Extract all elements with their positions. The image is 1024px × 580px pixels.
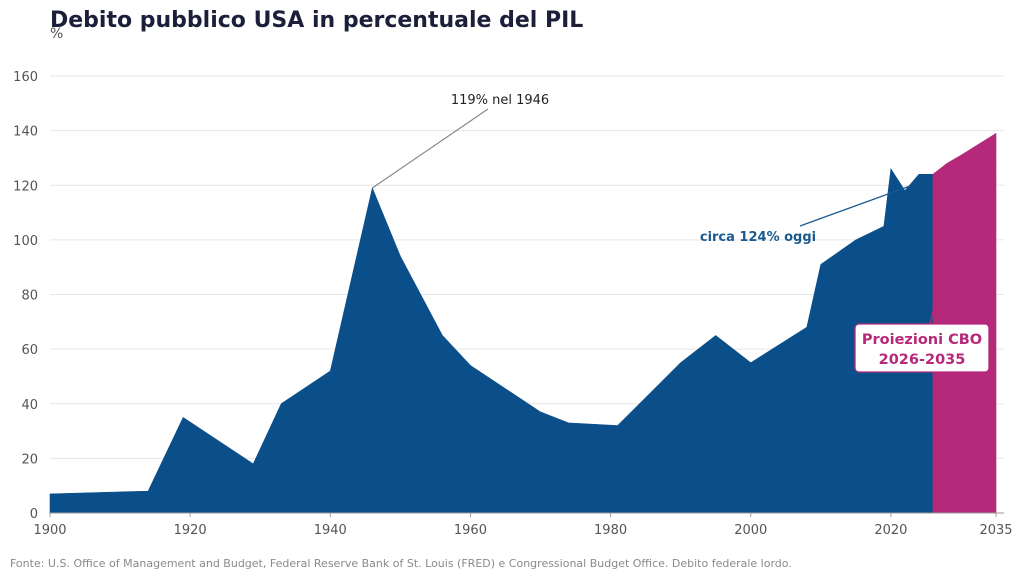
- x-tick-label: 1980: [594, 523, 627, 538]
- annotation-box-projection: [854, 323, 990, 373]
- projection-area: [932, 132, 997, 514]
- annotations: 119% nel 1946 circa 124% oggi Proiezioni C…: [372, 93, 990, 373]
- annotation-leader-1946: [372, 108, 489, 189]
- y-tick-label: 120: [13, 179, 38, 194]
- y-tick-label: 60: [21, 343, 38, 358]
- x-tick-label: 2035: [979, 523, 1012, 538]
- source-note: Fonte: U.S. Office of Management and Bud…: [10, 557, 792, 570]
- x-tick-label: 1960: [454, 523, 487, 538]
- annotation-1946: 119% nel 1946: [451, 93, 549, 108]
- y-tick-label: 40: [21, 398, 38, 413]
- historical-area: [49, 168, 934, 514]
- y-tick-label: 100: [13, 234, 38, 249]
- y-tick-label: 80: [21, 289, 38, 304]
- x-tick-label: 2000: [734, 523, 767, 538]
- x-tick-label: 1940: [314, 523, 347, 538]
- annotation-projection-line-1: Proiezioni CBO: [862, 332, 982, 348]
- chart-areas: [49, 132, 997, 514]
- x-tick-label: 1920: [174, 523, 207, 538]
- y-tick-label: 140: [13, 125, 38, 140]
- x-tick-label: 2020: [874, 523, 907, 538]
- chart-title: Debito pubblico USA in percentuale del P…: [50, 8, 584, 33]
- y-tick-label: 20: [21, 452, 38, 467]
- annotation-leader-today: [799, 185, 911, 227]
- annotation-leader-projection: [929, 152, 967, 326]
- annotation-today: circa 124% oggi: [700, 230, 816, 245]
- y-tick-label: 0: [30, 507, 38, 522]
- annotation-projection-line-2: 2026-2035: [879, 352, 966, 368]
- x-tick-label: 1900: [33, 523, 66, 538]
- axes: 0 20 40 60 80 100 120 140 160 1900 1920 1940 1960 198…: [13, 70, 1012, 538]
- y-axis-unit-label: %: [50, 26, 64, 42]
- y-tick-label: 160: [13, 70, 38, 85]
